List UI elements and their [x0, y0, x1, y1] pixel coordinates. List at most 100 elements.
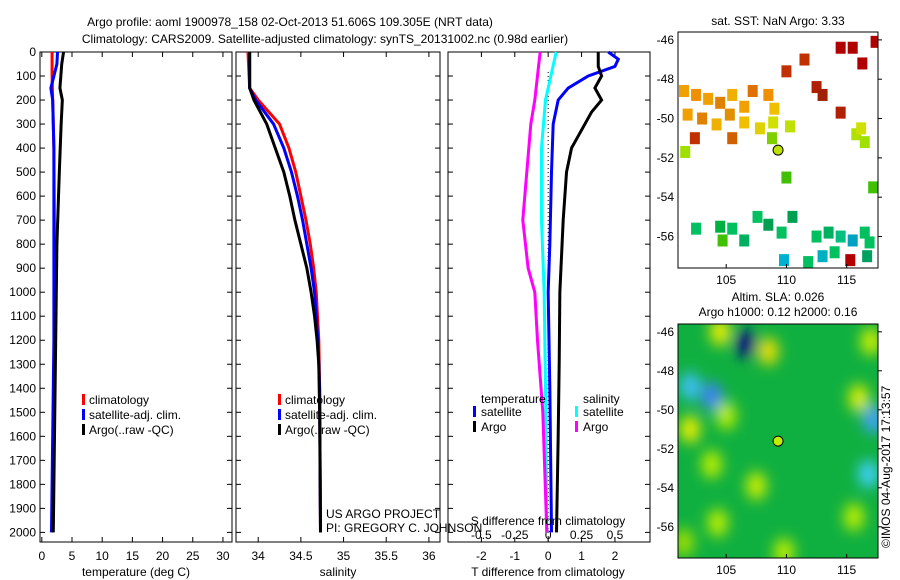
sst-point — [724, 108, 735, 121]
y-tick-label: 1100 — [10, 309, 36, 323]
y-tick-label: 1000 — [9, 285, 36, 299]
legend-swatch — [82, 409, 85, 420]
s-tick-label: -0.5 — [471, 528, 492, 542]
sst-point — [682, 108, 693, 121]
sst-point — [845, 254, 856, 267]
legend-label: satellite-adj. clim. — [89, 408, 181, 422]
sst-point — [859, 136, 870, 149]
s-tick-label: -0.25 — [501, 528, 529, 542]
series-line-argo — [248, 52, 323, 533]
x-tick-label: 25 — [186, 549, 200, 563]
y-tick-label: -50 — [657, 112, 675, 126]
legend-swatch — [473, 406, 476, 417]
sst-point — [752, 210, 763, 223]
sst-point — [864, 236, 875, 249]
y-tick-label: -46 — [657, 33, 675, 47]
plot-frame — [447, 51, 651, 543]
s-tick-label: 0 — [545, 528, 552, 542]
y-tick-label: -56 — [657, 520, 675, 534]
sst-point — [697, 112, 708, 125]
sst-point — [847, 234, 858, 247]
map-frame — [677, 31, 879, 269]
y-tick-label: -54 — [657, 190, 675, 204]
series-line-argo — [51, 51, 66, 533]
sst-point — [739, 234, 750, 247]
sst-point — [711, 118, 722, 131]
sst-point — [727, 222, 738, 235]
y-tick-label: -48 — [657, 364, 675, 378]
legend-swatch — [82, 394, 85, 405]
sst-map — [679, 35, 878, 268]
x-tick-label: 2 — [612, 549, 619, 563]
sst-point — [717, 234, 728, 247]
sst-point — [739, 116, 750, 129]
sst-point — [870, 35, 878, 48]
y-tick-label: -52 — [657, 442, 675, 456]
series-line-t-argo — [555, 52, 604, 533]
legend-swatch — [575, 421, 578, 432]
s-tick-label: 0.25 — [570, 528, 594, 542]
y-tick-label: -52 — [657, 151, 675, 165]
sst-point — [803, 256, 814, 268]
legend-swatch — [278, 424, 281, 435]
sst-point — [703, 92, 714, 105]
x-tick-label: 34.5 — [289, 549, 313, 563]
legend-label: Argo(..raw -QC) — [285, 423, 370, 437]
y-tick-label: -50 — [657, 403, 675, 417]
sst-point — [739, 100, 750, 113]
x-tick-label: 10 — [96, 549, 110, 563]
sst-point — [781, 171, 792, 184]
x-tick-label: -1 — [509, 549, 520, 563]
x-tick-label: 36 — [422, 549, 436, 563]
sst-point — [727, 88, 738, 101]
sst-point — [776, 226, 787, 239]
sla-anomaly — [848, 384, 869, 413]
sla-anomaly — [716, 401, 737, 430]
x-tick-label: 34 — [252, 549, 266, 563]
legend-label: climatology — [89, 393, 149, 407]
sla-anomaly — [858, 460, 878, 489]
sla-anomaly — [843, 503, 864, 532]
sla-anomaly — [863, 405, 878, 434]
legend-swatch — [575, 406, 578, 417]
series-line-t-satellite — [546, 50, 621, 533]
x-tick-label: 0 — [38, 549, 45, 563]
legend-label: Argo — [481, 420, 507, 434]
sdiff-xlabel: S difference from climatology — [471, 514, 626, 528]
y-tick-label: 200 — [16, 93, 36, 107]
temp-xlabel: temperature (deg C) — [82, 565, 190, 579]
x-tick-label: 105 — [716, 273, 736, 287]
x-tick-label: 0 — [545, 549, 552, 563]
sst-point — [715, 220, 726, 233]
sst-point — [766, 132, 777, 145]
sla-anomaly — [707, 508, 728, 537]
sla-anomaly — [710, 324, 731, 346]
legend-label: Argo — [583, 420, 609, 434]
sst-point — [679, 85, 690, 97]
sst-point — [835, 106, 846, 119]
legend-title-salinity: salinity — [583, 392, 620, 406]
float-position-marker — [772, 435, 784, 447]
sst-point — [689, 132, 700, 145]
sst-point — [680, 145, 691, 158]
pi-credit: PI: GREGORY C. JOHNSON — [326, 521, 482, 535]
legend-swatch — [473, 421, 476, 432]
sst-point — [856, 122, 867, 135]
y-tick-label: 1200 — [9, 333, 36, 347]
tdiff-xlabel: T difference from climatology — [471, 565, 625, 579]
x-tick-label: -2 — [476, 549, 487, 563]
y-tick-label: 1300 — [9, 357, 36, 371]
x-tick-label: 110 — [777, 563, 796, 577]
sst-point — [785, 120, 796, 133]
y-tick-label: 700 — [16, 213, 36, 227]
sst-point — [747, 85, 758, 97]
sla-anomaly — [735, 329, 756, 358]
y-tick-label: 500 — [16, 165, 36, 179]
y-tick-label: 800 — [16, 237, 36, 251]
series-line-s-satellite — [539, 51, 558, 533]
legend-label: satellite — [481, 405, 522, 419]
x-tick-label: 110 — [777, 273, 796, 287]
sst-point — [715, 96, 726, 109]
